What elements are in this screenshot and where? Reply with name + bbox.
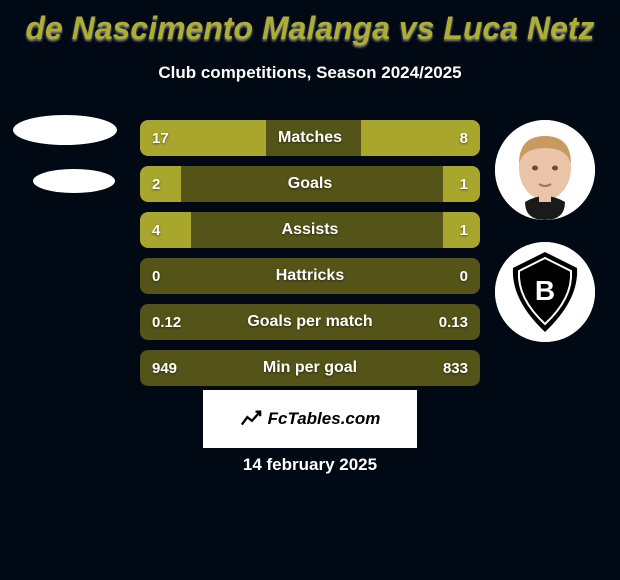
stat-row: 41Assists (140, 212, 480, 248)
avatar-face-icon (495, 120, 595, 220)
stat-row: 21Goals (140, 166, 480, 202)
stat-label: Assists (140, 212, 480, 248)
page-subtitle: Club competitions, Season 2024/2025 (0, 63, 620, 83)
stat-label: Matches (140, 120, 480, 156)
right-player-avatar (495, 120, 595, 220)
left-player-column (10, 115, 120, 193)
stat-label: Min per goal (140, 350, 480, 386)
stat-row: 0.120.13Goals per match (140, 304, 480, 340)
left-player-placeholder-2 (33, 169, 115, 193)
date-text: 14 february 2025 (0, 455, 620, 475)
club-logo-letter: B (535, 275, 555, 306)
stat-row: 178Matches (140, 120, 480, 156)
page-title: de Nascimento Malanga vs Luca Netz (0, 0, 620, 47)
stat-label: Goals (140, 166, 480, 202)
stat-row: 949833Min per goal (140, 350, 480, 386)
stat-row: 00Hattricks (140, 258, 480, 294)
right-player-column: B (490, 120, 600, 342)
club-logo-icon: B (495, 242, 595, 342)
source-badge-text: FcTables.com (268, 409, 381, 429)
stat-label: Hattricks (140, 258, 480, 294)
source-badge: FcTables.com (203, 390, 417, 448)
right-club-logo: B (495, 242, 595, 342)
stat-label: Goals per match (140, 304, 480, 340)
comparison-infographic: de Nascimento Malanga vs Luca Netz Club … (0, 0, 620, 580)
comparison-bars: 178Matches 21Goals 41Assists 00Hattricks 0.1… (140, 120, 480, 396)
chart-icon (240, 408, 262, 430)
left-player-placeholder-1 (13, 115, 117, 145)
